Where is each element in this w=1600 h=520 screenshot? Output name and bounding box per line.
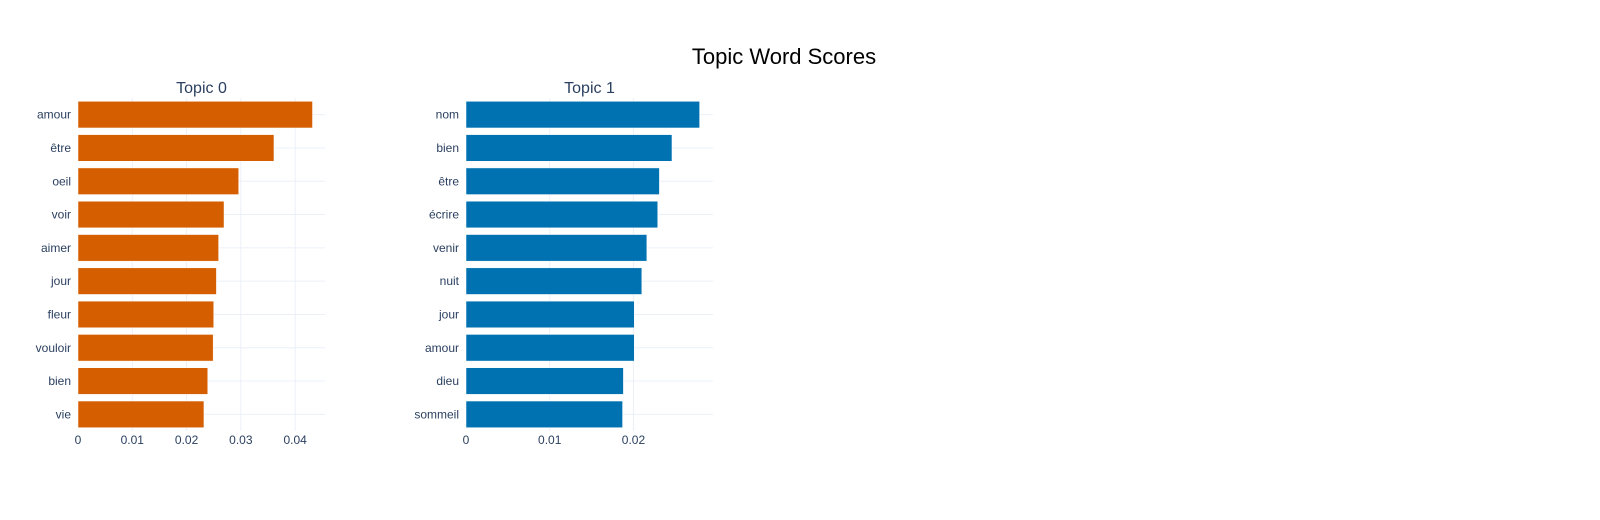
bar-amour[interactable] [465,334,635,362]
bar-aimer[interactable] [77,234,219,262]
chart-title: Topic Word Scores [692,44,876,69]
topic-1-panel: Topic 1 nom bien être écrire venir nuit jour amo… [414,80,713,447]
bar-écrire[interactable] [465,200,658,229]
bar-jour[interactable] [77,267,217,295]
bar-vouloir[interactable] [77,334,214,362]
y-tick-label: vie [56,407,72,421]
topic-0-panel: Topic 0 amour être oeil voir aimer jour fleur vo… [36,80,325,447]
y-tick-label: être [438,174,459,188]
y-tick-label: fleur [48,307,71,321]
y-tick-label: amour [425,341,459,355]
x-tick-label: 0 [75,433,82,447]
y-tick-label: bien [48,374,71,388]
y-tick-label: être [50,141,71,155]
bar-voir[interactable] [77,200,225,229]
y-tick-label: vouloir [36,341,71,355]
y-tick-label: bien [436,141,459,155]
y-tick-label: venir [433,241,459,255]
y-tick-label: voir [52,208,71,222]
x-tick-label: 0.02 [622,433,646,447]
bar-jour[interactable] [465,300,635,329]
y-tick-label: aimer [41,241,71,255]
y-tick-label: nom [436,108,459,122]
bar-bien[interactable] [77,367,208,395]
panel-title: Topic 0 [176,80,227,97]
bar-vie[interactable] [77,400,205,428]
x-tick-label: 0.04 [283,433,307,447]
y-tick-label: oeil [52,174,71,188]
bar-dieu[interactable] [465,367,624,395]
x-tick-label: 0.03 [229,433,253,447]
bar-nuit[interactable] [465,267,643,295]
y-tick-label: sommeil [414,407,459,421]
y-tick-label: jour [50,274,71,288]
y-tick-label: jour [438,307,459,321]
bar-nom[interactable] [465,101,700,129]
bar-fleur[interactable] [77,300,214,329]
y-tick-label: amour [37,108,71,122]
x-tick-label: 0.01 [121,433,145,447]
panel-title: Topic 1 [564,80,615,97]
bar-bien[interactable] [465,134,673,162]
bar-être[interactable] [77,134,275,162]
y-tick-label: nuit [440,274,460,288]
y-tick-label: écrire [429,208,459,222]
x-tick-label: 0.01 [538,433,562,447]
x-tick-label: 0 [463,433,470,447]
y-tick-label: dieu [436,374,459,388]
bar-venir[interactable] [465,234,648,262]
bar-amour[interactable] [77,101,313,129]
bar-sommeil[interactable] [465,400,623,428]
bar-oeil[interactable] [77,167,239,195]
bar-être[interactable] [465,167,660,195]
x-tick-label: 0.02 [175,433,199,447]
